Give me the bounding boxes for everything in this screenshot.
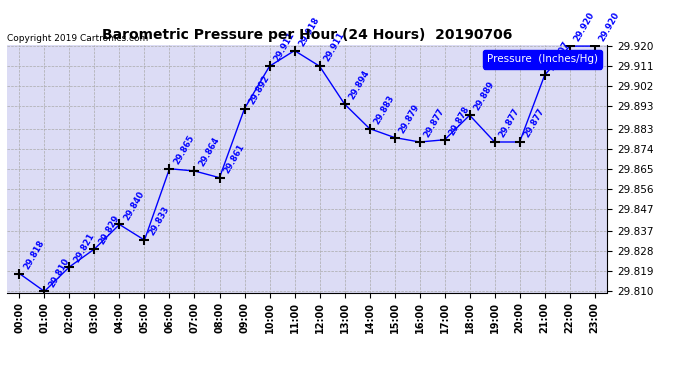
Text: 29.911: 29.911 [322,31,346,63]
Title: Barometric Pressure per Hour (24 Hours)  20190706: Barometric Pressure per Hour (24 Hours) … [102,28,512,42]
Text: 29.907: 29.907 [547,40,571,72]
Text: 29.829: 29.829 [97,214,121,246]
Text: 29.920: 29.920 [598,11,622,44]
Text: 29.840: 29.840 [122,189,146,222]
Text: 29.883: 29.883 [373,93,396,126]
Text: 29.810: 29.810 [47,256,71,289]
Text: 29.889: 29.889 [473,80,496,112]
Text: 29.920: 29.920 [573,11,596,44]
Text: 29.865: 29.865 [172,134,196,166]
Text: 29.894: 29.894 [347,69,371,101]
Text: 29.879: 29.879 [397,102,421,135]
Text: 29.877: 29.877 [422,107,446,139]
Text: 29.892: 29.892 [247,74,271,106]
Text: 29.833: 29.833 [147,205,171,237]
Text: 29.878: 29.878 [447,105,471,137]
Legend: Pressure  (Inches/Hg): Pressure (Inches/Hg) [483,50,602,69]
Text: Copyright 2019 Cartronics.com: Copyright 2019 Cartronics.com [7,33,148,42]
Text: 29.818: 29.818 [22,238,46,271]
Text: 29.821: 29.821 [72,231,96,264]
Text: 29.877: 29.877 [497,107,521,139]
Text: 29.911: 29.911 [273,31,296,63]
Text: 29.861: 29.861 [222,142,246,175]
Text: 29.877: 29.877 [522,107,546,139]
Text: 29.864: 29.864 [197,136,221,168]
Text: 29.918: 29.918 [297,15,322,48]
